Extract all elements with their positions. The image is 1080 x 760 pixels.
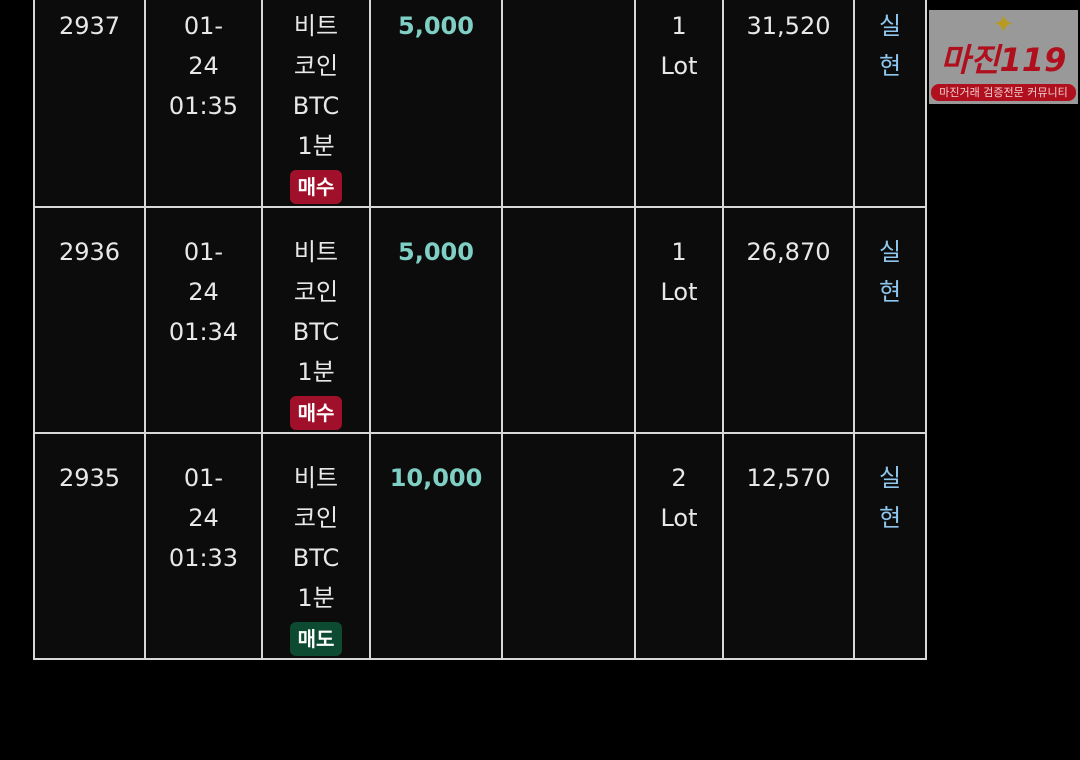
asset-line: 코인	[293, 504, 339, 532]
asset-line: BTC	[292, 318, 340, 346]
date-line: 01-	[183, 12, 224, 40]
cell-empty	[501, 432, 636, 660]
status-line: 실	[878, 12, 902, 40]
asset-line: 비트	[293, 238, 339, 266]
price: 26,870	[746, 238, 831, 266]
asset-line: 1분	[297, 358, 335, 386]
cell-empty	[501, 206, 636, 434]
trade-id: 2936	[58, 238, 121, 266]
qty-line: Lot	[660, 504, 698, 532]
asset-line: 1분	[297, 132, 335, 160]
date-line: 24	[188, 278, 219, 306]
qty-line: Lot	[660, 52, 698, 80]
date-line: 24	[188, 504, 219, 532]
cell-price: 31,520	[722, 0, 855, 208]
side-badge: 매수	[289, 170, 343, 204]
price: 31,520	[746, 12, 831, 40]
watermark-title: 마진119	[940, 41, 1067, 79]
cell-amount: 5,000	[369, 0, 503, 208]
watermark-subtitle: 마진거래 검증전문 커뮤니티	[931, 84, 1076, 101]
cell-amount: 10,000	[369, 432, 503, 660]
side-badge: 매수	[289, 396, 343, 430]
qty-line: 2	[671, 464, 687, 492]
side-badge: 매도	[289, 622, 343, 656]
date-line: 01:33	[168, 544, 239, 572]
date-line: 01:34	[168, 318, 239, 346]
trade-history-table: 2937 01- 24 01:35 비트 코인 BTC 1분 매수 5,000 1 Lot 3…	[33, 0, 927, 660]
asset-line: 1분	[297, 584, 335, 612]
asset-line: 코인	[293, 52, 339, 80]
cell-price: 12,570	[722, 432, 855, 660]
price: 12,570	[746, 464, 831, 492]
qty-line: Lot	[660, 278, 698, 306]
status-line: 현	[878, 278, 902, 306]
date-line: 01-	[183, 464, 224, 492]
qty-line: 1	[671, 238, 687, 266]
status-line: 현	[878, 504, 902, 532]
cell-price: 26,870	[722, 206, 855, 434]
cell-id: 2937	[33, 0, 146, 208]
asset-line: BTC	[292, 544, 340, 572]
asset-line: 코인	[293, 278, 339, 306]
cell-date: 01- 24 01:35	[144, 0, 263, 208]
table-row[interactable]: 2935 01- 24 01:33 비트 코인 BTC 1분 매도 10,000 2 Lot …	[33, 432, 927, 660]
cell-qty: 1 Lot	[634, 206, 724, 434]
asset-line: BTC	[292, 92, 340, 120]
amount: 5,000	[398, 12, 474, 40]
watermark-logo: ✦ 마진119 마진거래 검증전문 커뮤니티	[929, 10, 1078, 104]
cell-qty: 1 Lot	[634, 0, 724, 208]
status-line: 실	[878, 238, 902, 266]
qty-line: 1	[671, 12, 687, 40]
amount: 5,000	[398, 238, 474, 266]
status-line: 실	[878, 464, 902, 492]
cell-id: 2936	[33, 206, 146, 434]
date-line: 01-	[183, 238, 224, 266]
amount: 10,000	[389, 464, 483, 492]
date-line: 24	[188, 52, 219, 80]
cell-empty	[501, 0, 636, 208]
cell-id: 2935	[33, 432, 146, 660]
trade-id: 2937	[58, 12, 121, 40]
cell-date: 01- 24 01:34	[144, 206, 263, 434]
status-line: 현	[878, 52, 902, 80]
cell-qty: 2 Lot	[634, 432, 724, 660]
asset-line: 비트	[293, 12, 339, 40]
date-line: 01:35	[168, 92, 239, 120]
cell-date: 01- 24 01:33	[144, 432, 263, 660]
trade-id: 2935	[58, 464, 121, 492]
asset-line: 비트	[293, 464, 339, 492]
cell-amount: 5,000	[369, 206, 503, 434]
eagle-emblem-icon: ✦	[992, 10, 1015, 40]
